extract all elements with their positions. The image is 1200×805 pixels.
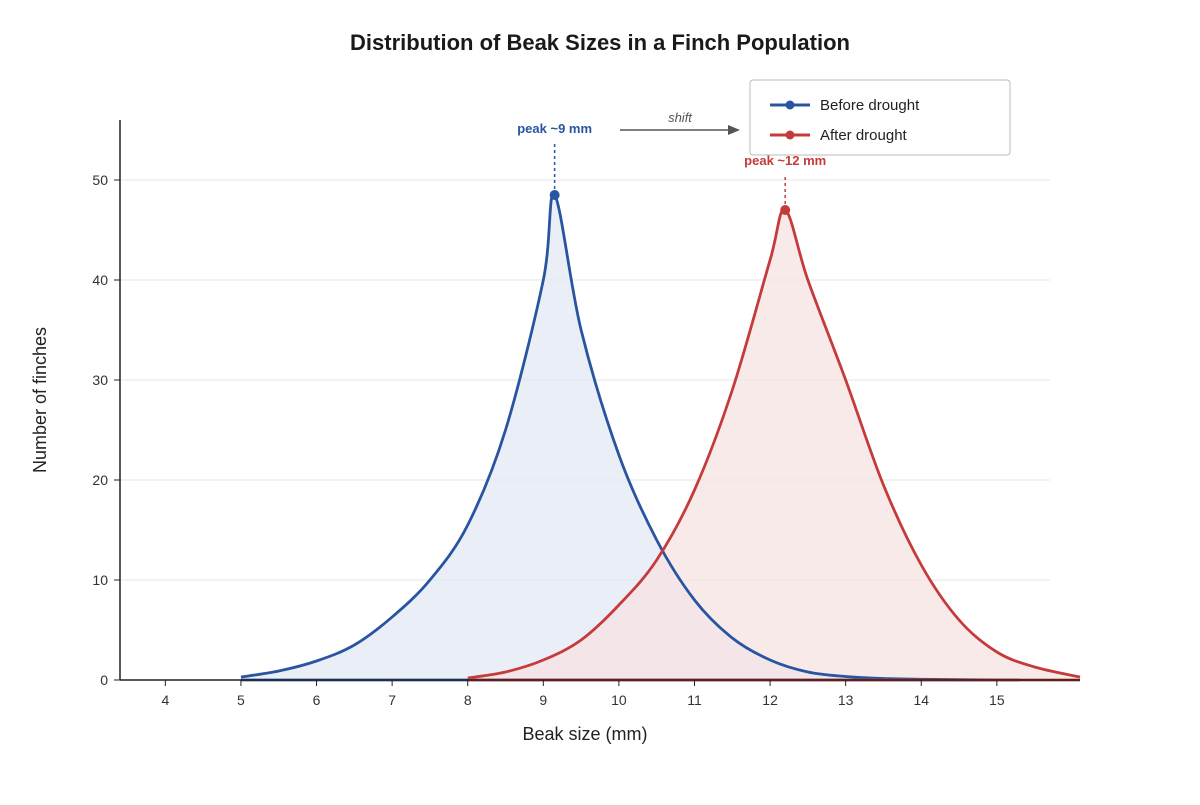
x-tick-label: 14	[913, 692, 929, 708]
x-tick-label: 5	[237, 692, 245, 708]
annotations: peak ~9 mm peak ~12 mm	[517, 121, 826, 215]
before-drought-legend-label: Before drought	[820, 97, 920, 114]
before-drought-line	[240, 192, 1020, 682]
x-tick-label: 6	[313, 692, 321, 708]
x-tick-label: 9	[539, 692, 547, 708]
after-drought-area	[467, 209, 1081, 680]
x-tick-label: 8	[464, 692, 472, 708]
x-tick-label: 4	[161, 692, 169, 708]
shift-arrow: shift	[620, 110, 740, 135]
before-drought-peak-point	[549, 190, 560, 200]
before-drought-peak-label: peak ~9 mm	[517, 121, 592, 136]
after-drought-line	[467, 208, 1081, 680]
y-tick-label: 20	[92, 472, 108, 488]
x-tick-label: 10	[611, 692, 627, 708]
legend: Before drought After drought	[749, 79, 1011, 156]
x-tick-label: 11	[687, 692, 702, 708]
y-tick-label: 10	[92, 572, 108, 588]
after-drought-legend-marker	[785, 130, 795, 140]
after-drought-peak-label: peak ~12 mm	[744, 153, 826, 168]
after-drought-peak-point	[780, 205, 791, 215]
before-drought-area	[240, 194, 1020, 680]
x-tick-label: 15	[989, 692, 1005, 708]
before-drought-legend-marker	[785, 100, 795, 110]
series-areas	[240, 194, 1081, 680]
x-tick-label: 13	[838, 692, 854, 708]
x-tick-label: 7	[388, 692, 396, 708]
x-axis-label: Beak size (mm)	[522, 724, 647, 744]
y-tick-label: 0	[100, 672, 108, 688]
legend-box	[749, 79, 1011, 156]
axes: 4 5 6 7 8 9 10 11 12 13 14 15 0 10 20 30 40 50	[92, 120, 1080, 708]
after-drought-legend-label: After drought	[820, 127, 908, 144]
y-axis-label: Number of finches	[30, 327, 50, 473]
chart-title: Distribution of Beak Sizes in a Finch Po…	[350, 30, 850, 55]
y-tick-label: 50	[92, 172, 108, 188]
shift-arrow-label: shift	[668, 110, 693, 125]
y-tick-label: 30	[92, 372, 108, 388]
y-tick-label: 40	[92, 272, 108, 288]
x-tick-label: 12	[762, 692, 778, 708]
